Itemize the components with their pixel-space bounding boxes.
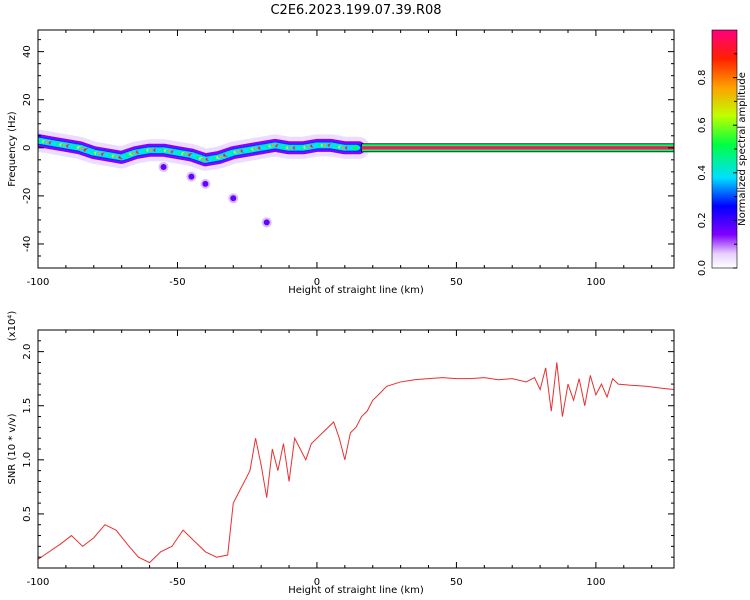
snr-plot-area: [38, 330, 674, 568]
spectrogram-y-label: Frequency (Hz): [7, 111, 18, 187]
spectrogram-frame: [37, 29, 675, 269]
heatmap-secondary-cell: [230, 195, 237, 202]
snr-y-tick-label: 0.5: [22, 506, 33, 522]
heatmap-secondary-cell: [160, 164, 167, 171]
spectrogram-heatmap: [38, 129, 674, 228]
spectrogram-x-tick-label: -50: [169, 277, 185, 288]
colorbar: 0.0 0.2 0.4 0.6 0.8 Normalized spectral ampl…: [697, 29, 748, 276]
spectrogram-x-tick-label: 0: [314, 277, 320, 288]
colorbar-tick-label: 0.2: [697, 212, 708, 228]
spectrogram-y-tick-label: 40: [22, 45, 33, 58]
snr-series-line: [38, 362, 674, 564]
spectrogram-x-label: Height of straight line (km): [288, 285, 424, 296]
snr-x-axis: -100 -50 0 50 100: [27, 330, 653, 588]
colorbar-tick-label: 0.0: [697, 260, 708, 276]
snr-y-tick-label: 1.5: [22, 398, 33, 414]
spectrogram-y-tick-label: 20: [22, 93, 33, 106]
snr-x-label: Height of straight line (km): [288, 585, 424, 596]
heatmap-cell-core: [352, 145, 359, 150]
snr-panel: -100 -50 0 50 100 0.5 1.0 1.5 2.0 Height of str…: [7, 311, 675, 596]
constant-band-core: [361, 146, 674, 150]
colorbar-tick-label: 0.6: [697, 117, 708, 133]
spectrogram-y-tick-label: -40: [22, 236, 33, 252]
snr-x-tick-label: 100: [586, 577, 605, 588]
colorbar-gradient: [711, 29, 738, 269]
spectrogram-y-axis: -40 -20 0 20 40: [22, 39, 674, 269]
figure-title: C2E6.2023.199.07.39.R08: [270, 3, 441, 18]
heatmap-secondary-cell: [263, 219, 270, 226]
colorbar-tick-label: 0.4: [697, 165, 708, 181]
snr-x-tick-label: -100: [27, 577, 50, 588]
snr-y-label: SNR (10 * v/v): [7, 413, 18, 484]
spectrogram-panel: -100 -50 0 50 100 -40 -20 0 20 40 Height of stra…: [7, 29, 675, 296]
snr-y-tick-label: 2.0: [22, 344, 33, 360]
spectrogram-y-tick-label: -20: [22, 188, 33, 204]
snr-y-tick-label: 1.0: [22, 452, 33, 468]
snr-y-axis: 0.5 1.0 1.5 2.0: [22, 340, 674, 558]
snr-x-tick-label: 0: [314, 577, 320, 588]
snr-x-tick-label: -50: [169, 577, 185, 588]
heatmap-secondary-cell: [188, 173, 195, 180]
snr-multiplier-label: (x10⁴): [7, 311, 18, 342]
snr-x-tick-label: 50: [450, 577, 463, 588]
colorbar-tick-label: 0.8: [697, 70, 708, 86]
heatmap-secondary-cell: [202, 180, 209, 187]
spectrogram-y-tick-label: 0: [22, 145, 33, 151]
spectrogram-x-tick-label: 50: [450, 277, 463, 288]
colorbar-ticks: 0.0 0.2 0.4 0.6 0.8: [697, 53, 737, 276]
spectrogram-x-axis: -100 -50 0 50 100: [27, 30, 653, 288]
colorbar-label: Normalized spectral amplitude: [737, 72, 748, 226]
spectrogram-x-tick-label: -100: [27, 277, 50, 288]
spectrogram-x-tick-label: 100: [586, 277, 605, 288]
